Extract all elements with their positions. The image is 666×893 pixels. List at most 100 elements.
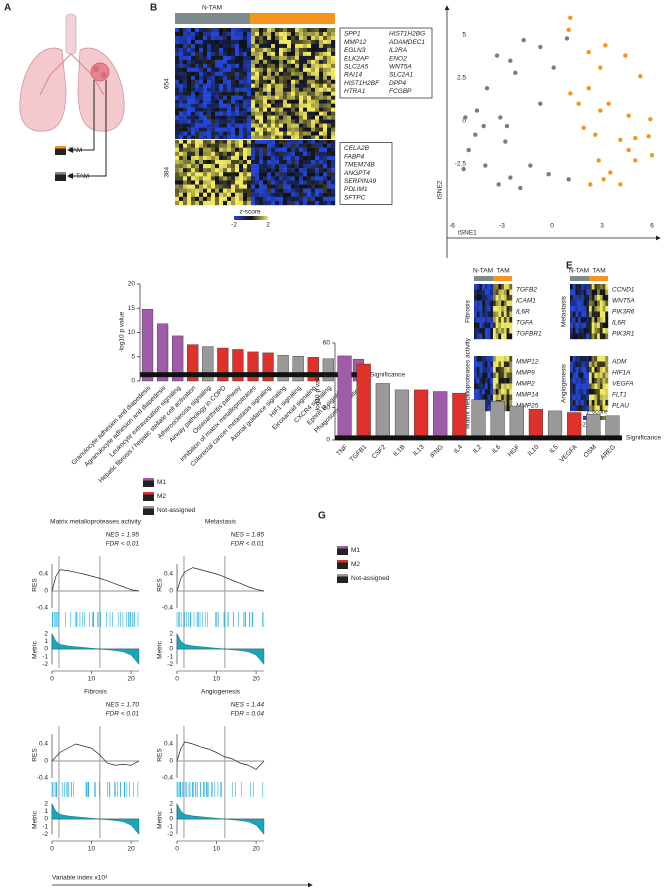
heatmap-cell (484, 378, 488, 384)
heatmap-cell (259, 111, 264, 116)
heatmap-cell (219, 131, 224, 136)
heatmap-cell (179, 176, 184, 181)
y-axis-label: tSNE2 (437, 180, 444, 199)
heatmap-cell (235, 127, 240, 132)
heatmap-cell (476, 389, 480, 395)
heatmap-cell (227, 192, 232, 198)
heatmap-cell (509, 317, 513, 323)
heatmap-cell (227, 123, 232, 128)
heatmap-cell (487, 333, 491, 340)
heatmap-cell (299, 75, 304, 80)
heatmap-cell (187, 143, 192, 148)
heatmap-cell (509, 284, 513, 290)
heatmap-cell (199, 119, 204, 124)
heatmap-cell (259, 51, 264, 57)
heatmap-cell (255, 139, 260, 144)
heatmap-cell (267, 151, 272, 157)
heatmap-cell (215, 83, 220, 88)
bar (452, 392, 467, 441)
heatmap-cell (259, 159, 264, 165)
heatmap-cell (315, 168, 320, 173)
heatmap-cell (187, 103, 192, 108)
x-tick-label: 0 (175, 846, 179, 853)
gene-label: HIF1A (612, 370, 630, 377)
heatmap-cell (331, 159, 336, 165)
heatmap-cell (602, 284, 606, 290)
heatmap-cell (484, 394, 488, 401)
heatmap-cell (594, 400, 598, 406)
point (596, 158, 601, 163)
heatmap-cell (191, 91, 196, 96)
heatmap-cell (323, 111, 328, 116)
heatmap-cell (589, 356, 592, 362)
heatmap-cell (179, 31, 184, 37)
heatmap-cell (498, 389, 502, 395)
heatmap-cell (287, 87, 292, 92)
heatmap-cell (219, 59, 224, 65)
heatmap-cell (570, 317, 573, 323)
heatmap-cell (509, 372, 513, 379)
x-tick-label: IL13 (412, 443, 426, 457)
point (504, 123, 510, 129)
heatmap-cell (191, 168, 196, 173)
heatmap-cell (263, 111, 268, 116)
heatmap-cell (251, 47, 256, 53)
heatmap-cell (235, 67, 240, 73)
heatmap-cell (594, 405, 598, 412)
heatmap-cell (315, 115, 320, 120)
heatmap-cell (263, 200, 268, 206)
heatmap-cell (183, 35, 188, 41)
heatmap-cell (263, 164, 268, 169)
heatmap-cell (283, 155, 288, 161)
heatmap-cell (490, 389, 494, 395)
heatmap-cell (490, 300, 494, 307)
heatmap-cell (287, 91, 292, 96)
heatmap-cell (331, 196, 336, 202)
heatmap-cell (195, 67, 200, 73)
heatmap-cell (247, 95, 252, 100)
heatmap-cell (199, 83, 204, 88)
heatmap-cell (183, 83, 188, 88)
heatmap-cell (287, 111, 292, 116)
heatmap-cell (183, 111, 188, 116)
heatmap-cell (311, 164, 316, 169)
x-tick-label: 0 (175, 676, 179, 683)
heatmap-cell (223, 139, 228, 144)
heatmap-cell (231, 131, 236, 136)
heatmap-cell (235, 47, 240, 53)
heatmap-cell (259, 35, 264, 41)
heatmap-cell (247, 99, 252, 104)
heatmap-cell (231, 87, 236, 92)
heatmap-cell (243, 168, 248, 173)
heatmap-cell (271, 151, 276, 157)
heatmap-cell (211, 47, 216, 53)
heatmap-cell (275, 184, 280, 189)
heatmap-cell (583, 383, 587, 390)
heatmap-cell (327, 143, 332, 148)
heatmap-cell (299, 184, 304, 189)
heatmap-cell (267, 155, 272, 161)
heatmap-cell (251, 123, 256, 128)
heatmap-cell (263, 51, 268, 57)
heatmap-cell (594, 356, 598, 362)
heatmap-cell (331, 143, 336, 148)
heatmap-cell (231, 184, 236, 189)
heatmap-cell (586, 372, 590, 379)
metric-area (176, 633, 265, 665)
heatmap-cell (255, 87, 260, 92)
heatmap-cell (279, 180, 284, 185)
heatmap-cell (215, 95, 220, 100)
heatmap-cell (591, 306, 595, 312)
heatmap-cell (235, 115, 240, 120)
heatmap-cell (586, 356, 590, 362)
heatmap-cell (235, 147, 240, 152)
heatmap-cell (275, 39, 280, 45)
heatmap-cell (195, 139, 200, 144)
heatmap-cell (287, 139, 292, 144)
heatmap-cell (602, 361, 606, 368)
heatmap-cell (283, 71, 288, 76)
heatmap-cell (583, 400, 587, 406)
heatmap-cell (283, 139, 288, 144)
heatmap-cell (195, 172, 200, 177)
heatmap-cell (331, 131, 336, 136)
